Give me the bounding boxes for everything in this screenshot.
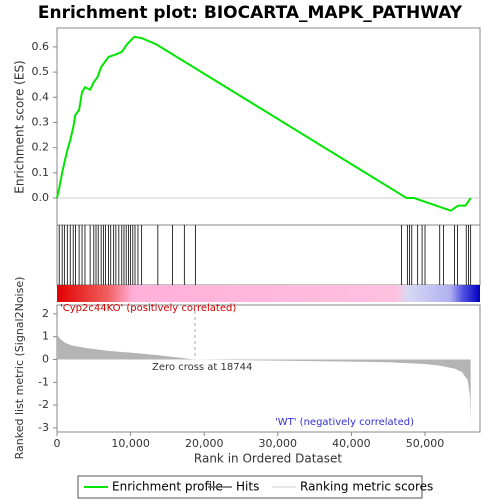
x-tick-label: 30,000 [259,437,298,450]
y-tick-label: 0.0 [32,191,50,204]
x-tick-label: 50,000 [406,437,445,450]
y-tick-label: -1 [38,375,49,388]
y-axis-label: Ranked list metric (Signal2Noise) [13,277,26,460]
y-tick-label: -2 [38,398,49,411]
y-tick-label: 0.3 [32,115,50,128]
x-tick-label: 10,000 [111,437,150,450]
legend-label: Ranking metric scores [300,480,433,494]
legend-label: Hits [236,480,259,494]
hits-frame [56,224,481,286]
y-axis-label: Enrichment score (ES) [13,60,27,193]
zero-cross-label: Zero cross at 18744 [152,362,252,373]
legend-label: Enrichment profile [112,480,223,494]
y-tick-label: 0 [42,352,49,365]
y-tick-label: 2 [42,307,49,320]
metric-area [57,332,471,424]
legend [77,475,423,499]
y-tick-label: 0.5 [32,65,50,78]
x-axis-label: Rank in Ordered Dataset [194,452,342,466]
y-tick-label: -3 [38,421,49,434]
rank-bar [57,285,480,302]
es-frame [56,27,481,226]
x-tick-label: 0 [54,437,61,450]
y-tick-label: 0.2 [32,141,50,154]
y-tick-label: 1 [42,330,49,343]
y-tick-label: 0.1 [32,166,50,179]
metric-frame [56,304,481,433]
positive-label: 'Cyp2c44KO' (positively correlated) [60,303,236,314]
x-tick-label: 20,000 [185,437,224,450]
negative-label: 'WT' (negatively correlated) [275,417,414,428]
x-tick-label: 40,000 [332,437,371,450]
y-tick-label: 0.4 [32,90,50,103]
es-line [56,35,472,212]
chart-title: Enrichment plot: BIOCARTA_MAPK_PATHWAY [38,3,463,23]
y-tick-label: 0.6 [32,40,50,53]
